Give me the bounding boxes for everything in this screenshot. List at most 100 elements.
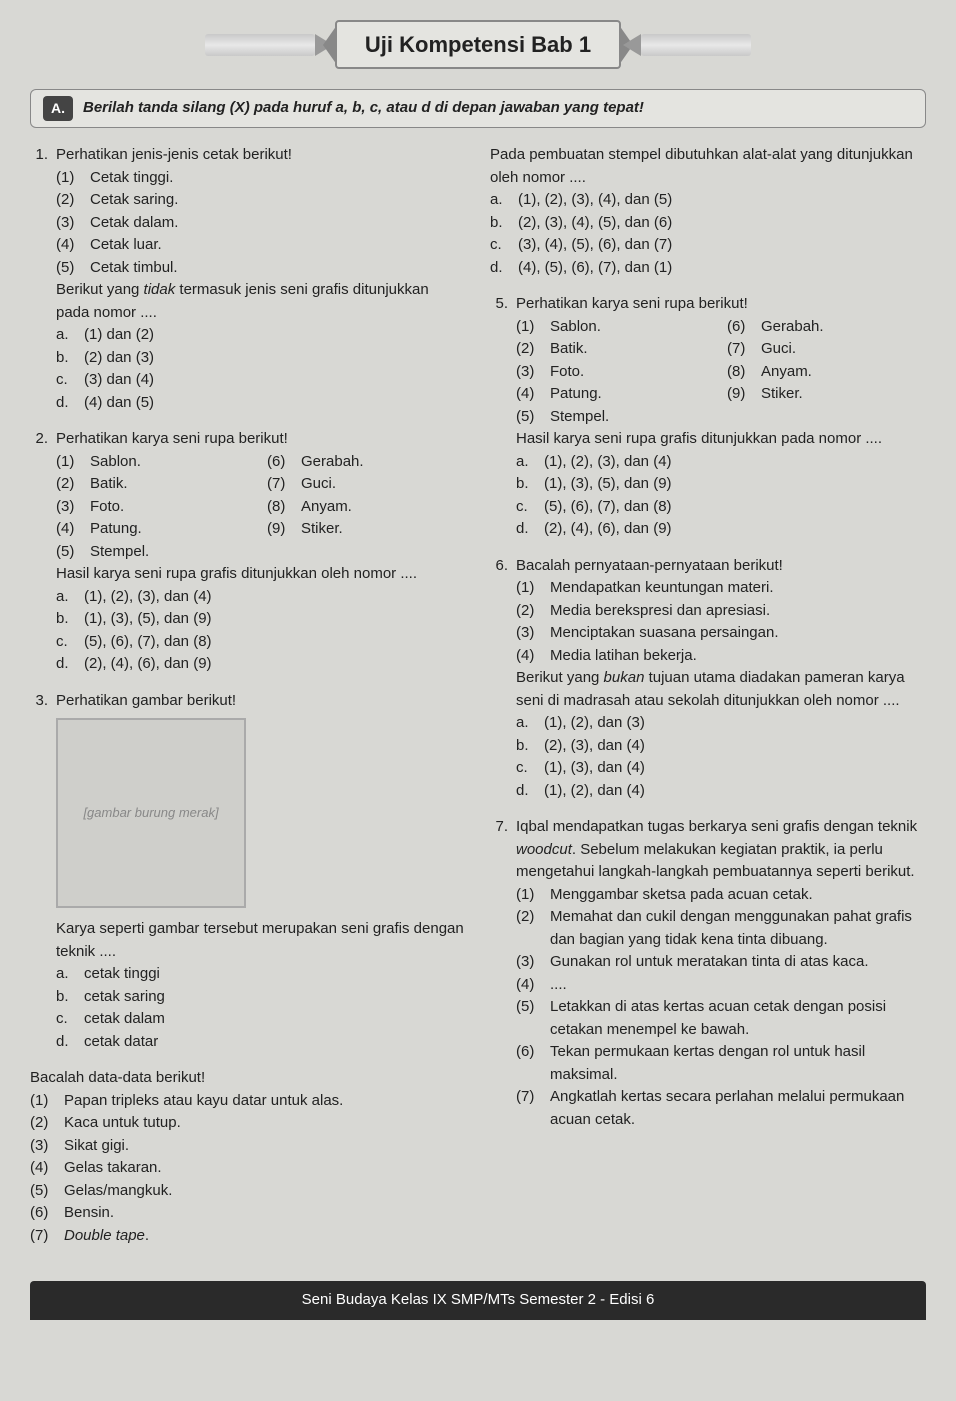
answer-option[interactable]: a.(1), (2), dan (3): [516, 712, 926, 735]
option-text: (1), (2), dan (4): [544, 780, 645, 803]
option-text: (4) dan (5): [84, 392, 154, 415]
item-text: Stempel.: [550, 406, 609, 429]
item-marker: (4): [516, 974, 550, 997]
option-marker: b.: [56, 608, 84, 631]
answer-option[interactable]: c.(5), (6), (7), dan (8): [516, 496, 926, 519]
item-marker: (2): [516, 600, 550, 623]
answer-option[interactable]: c.cetak dalam: [56, 1008, 466, 1031]
answer-option[interactable]: c.(3) dan (4): [56, 369, 466, 392]
question-follow: Berikut yang tidak termasuk jenis seni g…: [56, 279, 466, 324]
list-item: (7)Guci.: [267, 473, 466, 496]
option-marker: b.: [56, 986, 84, 1009]
item-marker: (3): [30, 1135, 64, 1158]
question-3: 3. Perhatikan gambar berikut! [gambar bu…: [30, 690, 466, 1054]
answer-option[interactable]: b.(1), (3), (5), dan (9): [516, 473, 926, 496]
list-item: (1)Menggambar sketsa pada acuan cetak.: [516, 884, 926, 907]
item-text: Stiker.: [761, 383, 803, 406]
answer-option[interactable]: b.(2), (3), dan (4): [516, 735, 926, 758]
list-item: (5)Stempel.: [516, 406, 715, 429]
question-prompt: Bacalah pernyataan-pernyataan berikut!: [516, 555, 926, 578]
list-item: (9)Stiker.: [267, 518, 466, 541]
option-text: (2), (3), dan (4): [544, 735, 645, 758]
option-marker: b.: [516, 473, 544, 496]
answer-option[interactable]: b.cetak saring: [56, 986, 466, 1009]
item-text: Stempel.: [90, 541, 149, 564]
answer-option[interactable]: d.(4), (5), (6), (7), dan (1): [490, 257, 926, 280]
item-marker: (4): [56, 234, 90, 257]
item-text: Gelas/mangkuk.: [64, 1180, 172, 1203]
question-number: 7.: [490, 816, 516, 1131]
answer-option[interactable]: d.cetak datar: [56, 1031, 466, 1054]
option-marker: a.: [516, 451, 544, 474]
option-marker: d.: [56, 1031, 84, 1054]
item-marker: (7): [267, 473, 301, 496]
list-item: (1)Papan tripleks atau kayu datar untuk …: [30, 1090, 466, 1113]
item-marker: (1): [56, 451, 90, 474]
option-marker: a.: [516, 712, 544, 735]
answer-option[interactable]: a.(1), (2), (3), (4), dan (5): [490, 189, 926, 212]
question-7: 7. Iqbal mendapatkan tugas berkarya seni…: [490, 816, 926, 1131]
answer-option[interactable]: d.(2), (4), (6), dan (9): [56, 653, 466, 676]
question-prompt: Iqbal mendapatkan tugas berkarya seni gr…: [516, 816, 926, 884]
list-item: (1)Sablon.: [516, 316, 715, 339]
list-item: [727, 406, 926, 429]
answer-option[interactable]: d.(4) dan (5): [56, 392, 466, 415]
list-item: (9)Stiker.: [727, 383, 926, 406]
answer-option[interactable]: c.(1), (3), dan (4): [516, 757, 926, 780]
item-text: Cetak timbul.: [90, 257, 178, 280]
answer-option[interactable]: b.(2), (3), (4), (5), dan (6): [490, 212, 926, 235]
item-marker: (8): [267, 496, 301, 519]
item-marker: (1): [516, 884, 550, 907]
list-item: (8)Anyam.: [267, 496, 466, 519]
item-marker: (5): [516, 406, 550, 429]
answer-option[interactable]: a.(1), (2), (3), dan (4): [516, 451, 926, 474]
answer-option[interactable]: b.(2) dan (3): [56, 347, 466, 370]
option-text: (3), (4), (5), (6), dan (7): [518, 234, 672, 257]
option-text: (2), (3), (4), (5), dan (6): [518, 212, 672, 235]
list-item: (1)Mendapatkan keuntungan materi.: [516, 577, 926, 600]
option-marker: d.: [516, 518, 544, 541]
item-marker: (4): [30, 1157, 64, 1180]
item-text: Memahat dan cukil dengan menggunakan pah…: [550, 906, 926, 951]
option-text: (5), (6), (7), dan (8): [84, 631, 212, 654]
answer-option[interactable]: c.(5), (6), (7), dan (8): [56, 631, 466, 654]
option-marker: a.: [56, 963, 84, 986]
option-marker: d.: [516, 780, 544, 803]
question-5: 5. Perhatikan karya seni rupa berikut! (…: [490, 293, 926, 541]
question-prompt: Perhatikan jenis-jenis cetak berikut!: [56, 144, 466, 167]
list-item: (2)Cetak saring.: [56, 189, 466, 212]
item-text: Anyam.: [301, 496, 352, 519]
option-marker: d.: [490, 257, 518, 280]
answer-option[interactable]: d.(1), (2), dan (4): [516, 780, 926, 803]
item-marker: (1): [516, 577, 550, 600]
item-text: Kaca untuk tutup.: [64, 1112, 181, 1135]
option-marker: a.: [56, 324, 84, 347]
answer-option[interactable]: a.(1) dan (2): [56, 324, 466, 347]
question-2: 2. Perhatikan karya seni rupa berikut! (…: [30, 428, 466, 676]
answer-option[interactable]: a.(1), (2), (3), dan (4): [56, 586, 466, 609]
list-item: (5)Letakkan di atas kertas acuan cetak d…: [516, 996, 926, 1041]
option-text: (2), (4), (6), dan (9): [84, 653, 212, 676]
item-marker: (3): [516, 361, 550, 384]
option-marker: b.: [56, 347, 84, 370]
item-marker: (4): [516, 645, 550, 668]
list-item: (8)Anyam.: [727, 361, 926, 384]
option-text: cetak datar: [84, 1031, 158, 1054]
answer-option[interactable]: b.(1), (3), (5), dan (9): [56, 608, 466, 631]
item-text: Mendapatkan keuntungan materi.: [550, 577, 773, 600]
list-item: (2)Batik.: [516, 338, 715, 361]
list-item: (2)Batik.: [56, 473, 255, 496]
item-text: Foto.: [550, 361, 584, 384]
list-item: (5)Stempel.: [56, 541, 255, 564]
answer-option[interactable]: c.(3), (4), (5), (6), dan (7): [490, 234, 926, 257]
answer-option[interactable]: a.cetak tinggi: [56, 963, 466, 986]
question-number: 2.: [30, 428, 56, 676]
item-text: Papan tripleks atau kayu datar untuk ala…: [64, 1090, 343, 1113]
option-text: cetak saring: [84, 986, 165, 1009]
list-item: (3)Sikat gigi.: [30, 1135, 466, 1158]
option-marker: c.: [490, 234, 518, 257]
option-text: (1) dan (2): [84, 324, 154, 347]
item-marker: (6): [727, 316, 761, 339]
answer-option[interactable]: d.(2), (4), (6), dan (9): [516, 518, 926, 541]
list-item: (1)Cetak tinggi.: [56, 167, 466, 190]
